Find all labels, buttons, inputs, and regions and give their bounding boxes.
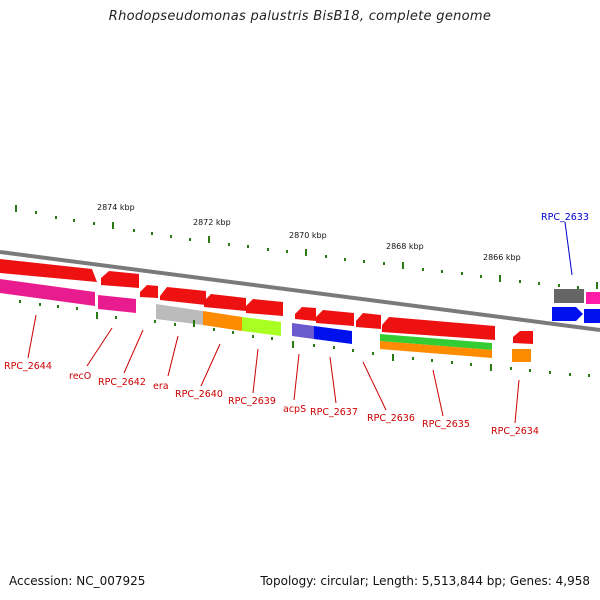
gene-label[interactable]: RPC_2639 — [228, 396, 276, 407]
gene-arrow[interactable] — [586, 292, 600, 304]
gene-label[interactable]: RPC_2635 — [422, 419, 470, 430]
accession-text: Accession: NC_007925 — [9, 574, 146, 588]
outer-ticks — [15, 205, 598, 289]
gene-labels: RPC_2644 recO RPC_2642 era RPC_2640 RPC_… — [4, 212, 589, 437]
gene-label[interactable]: RPC_2642 — [98, 377, 146, 388]
gene-arrow[interactable] — [554, 289, 584, 303]
gene-label[interactable]: RPC_2636 — [367, 413, 415, 424]
gene-arrow[interactable] — [101, 271, 139, 288]
category-bar — [203, 311, 242, 331]
kbp-label: 2870 kbp — [289, 231, 327, 240]
genome-summary-text: Topology: circular; Length: 5,513,844 bp… — [260, 574, 590, 588]
gene-label[interactable]: recO — [69, 371, 91, 382]
gene-arrow[interactable] — [204, 294, 246, 311]
genome-backbone — [0, 250, 600, 332]
gene-arrow[interactable] — [0, 259, 97, 282]
gene-label[interactable]: RPC_2640 — [175, 389, 223, 400]
gene-arrow[interactable] — [295, 307, 316, 321]
map-title: Rhodopseudomonas palustris BisB18, compl… — [108, 9, 492, 24]
kbp-label: 2866 kbp — [483, 253, 521, 262]
gene-label[interactable]: RPC_2644 — [4, 361, 52, 372]
kbp-label: 2868 kbp — [386, 242, 424, 251]
category-bar — [584, 309, 600, 323]
category-bar — [314, 326, 352, 344]
category-bar — [156, 304, 203, 325]
gene-arrow[interactable] — [246, 299, 283, 316]
category-bar — [292, 323, 314, 339]
category-bar — [98, 295, 136, 313]
gene-arrow[interactable] — [140, 285, 158, 298]
gene-arrow[interactable] — [356, 313, 381, 329]
gene-track-strand1 — [0, 259, 600, 344]
category-bar — [380, 341, 492, 358]
gene-arrow[interactable] — [513, 331, 533, 344]
category-bar — [380, 334, 492, 350]
gene-label[interactable]: era — [153, 381, 169, 392]
gene-label[interactable]: RPC_2637 — [310, 407, 358, 418]
category-bar — [512, 349, 531, 362]
gene-arrow[interactable] — [160, 287, 206, 305]
gene-arrow[interactable] — [382, 317, 495, 340]
kbp-label: 2874 kbp — [97, 203, 135, 212]
gene-arrow[interactable] — [316, 310, 354, 326]
label-leaders — [27, 221, 573, 424]
inner-ticks — [19, 300, 590, 377]
gene-label[interactable]: acpS — [283, 404, 306, 415]
category-track — [0, 279, 600, 362]
gene-label[interactable]: RPC_2633 — [541, 212, 589, 223]
category-bar — [552, 307, 583, 321]
gene-label[interactable]: RPC_2634 — [491, 426, 539, 437]
category-bar — [0, 279, 95, 306]
kbp-label: 2872 kbp — [193, 218, 231, 227]
category-bar — [242, 317, 281, 336]
